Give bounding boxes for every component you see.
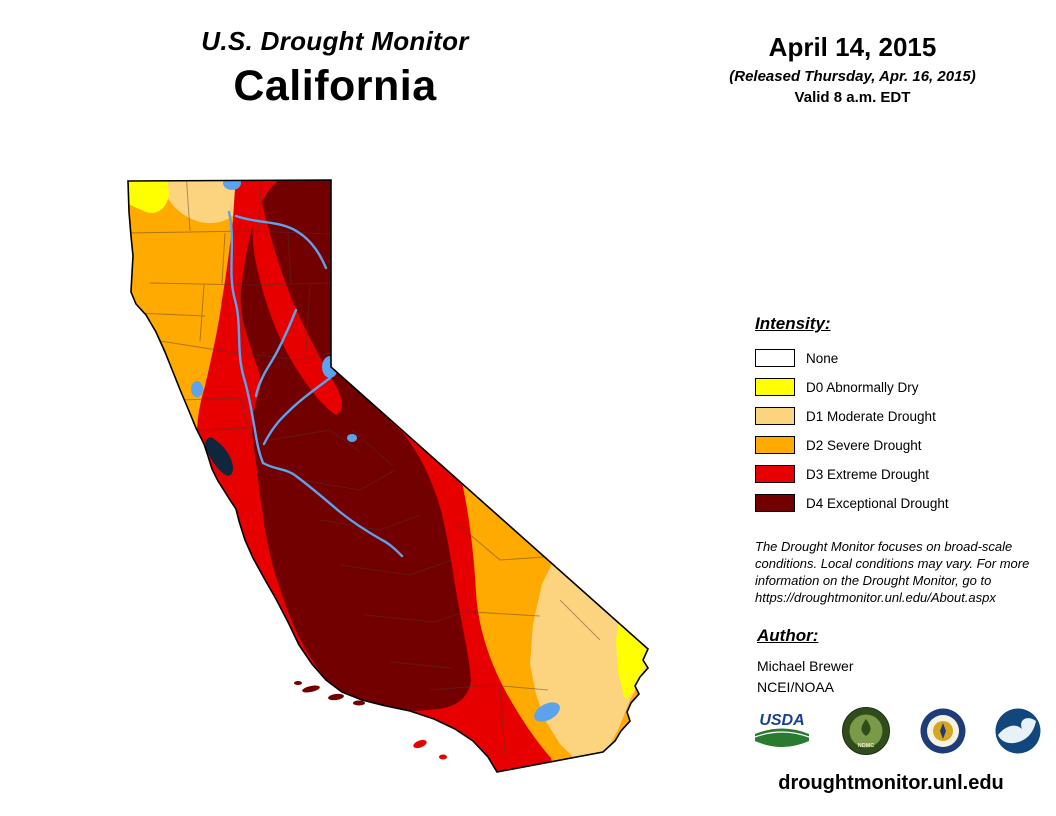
island <box>328 693 344 701</box>
legend-item-d1: D1 Moderate Drought <box>755 407 1040 425</box>
legend-item-d0: D0 Abnormally Dry <box>755 378 1040 396</box>
region-d1-southeast <box>530 548 648 760</box>
drought-map-svg <box>127 179 649 773</box>
san-francisco-bay <box>205 437 234 476</box>
legend-swatch-d2 <box>755 436 795 454</box>
region-d0-northwest <box>128 180 169 213</box>
legend-swatch-d4 <box>755 494 795 512</box>
lakes <box>191 180 560 722</box>
agency-logos: USDA NDMC <box>750 706 1042 756</box>
report-header: U.S. Drought Monitor California <box>120 26 550 111</box>
legend-label: None <box>806 350 839 366</box>
island <box>294 681 302 685</box>
usda-logo: USDA <box>750 708 814 754</box>
island <box>439 754 447 760</box>
legend-label: D3 Extreme Drought <box>806 466 930 482</box>
island <box>413 739 427 749</box>
valid-time: Valid 8 a.m. EDT <box>794 89 911 106</box>
island <box>353 700 365 706</box>
region-d3-north-tongue <box>252 186 343 415</box>
legend-label: D1 Moderate Drought <box>806 408 936 424</box>
ndmc-logo: NDMC <box>841 706 891 756</box>
legend-heading: Intensity: <box>755 314 831 333</box>
legend-swatch-d3 <box>755 465 795 483</box>
legend-swatch-d0 <box>755 378 795 396</box>
intensity-legend: Intensity: None D0 Abnormally Dry D1 Mod… <box>755 314 1040 523</box>
seal-emblem <box>939 723 946 739</box>
drought-regions <box>128 180 648 772</box>
county-lines <box>128 180 601 756</box>
lake-tahoe <box>322 356 338 378</box>
author-block: Author: Michael Brewer NCEI/NOAA <box>757 626 853 695</box>
legend-label: D2 Severe Drought <box>806 437 922 453</box>
disclaimer-text: The Drought Monitor focuses on broad-sca… <box>755 539 1030 606</box>
region-d4-exceptional <box>240 180 471 711</box>
usda-logo-text: USDA <box>759 712 804 729</box>
rivers <box>227 210 404 558</box>
mono-lake <box>347 434 357 442</box>
legend-label: D4 Exceptional Drought <box>806 495 949 511</box>
author-org: NCEI/NOAA <box>757 679 835 695</box>
state-outline <box>127 179 649 773</box>
legend-item-none: None <box>755 349 1040 367</box>
author-name: Michael Brewer <box>757 658 854 674</box>
noaa-logo <box>994 707 1042 755</box>
region-title: California <box>233 62 437 110</box>
noaa-gull <box>997 718 1036 744</box>
california-drought-map <box>110 168 670 783</box>
ndmc-drop <box>861 719 871 736</box>
legend-swatch-none <box>755 349 795 367</box>
island <box>302 685 320 693</box>
site-url: droughtmonitor.unl.edu <box>778 772 1004 794</box>
map-date: April 14, 2015 <box>768 32 937 62</box>
legend-swatch-d1 <box>755 407 795 425</box>
legend-item-d4: D4 Exceptional Drought <box>755 494 1040 512</box>
channel-islands <box>294 681 447 760</box>
commerce-seal-logo <box>919 707 967 755</box>
report-title: U.S. Drought Monitor <box>201 26 469 56</box>
ndmc-logo-text: NDMC <box>858 743 875 749</box>
clear-lake <box>191 381 203 397</box>
usda-swoosh <box>755 728 809 747</box>
release-note: (Released Thursday, Apr. 16, 2015) <box>729 68 976 85</box>
usda-swoosh-line <box>754 731 810 738</box>
legend-item-d2: D2 Severe Drought <box>755 436 1040 454</box>
goose-lake <box>223 180 241 190</box>
legend-label: D0 Abnormally Dry <box>806 379 919 395</box>
author-heading: Author: <box>757 626 819 645</box>
date-block: April 14, 2015 (Released Thursday, Apr. … <box>705 32 1000 106</box>
salton-sea <box>534 702 560 722</box>
legend-item-d3: D3 Extreme Drought <box>755 465 1040 483</box>
